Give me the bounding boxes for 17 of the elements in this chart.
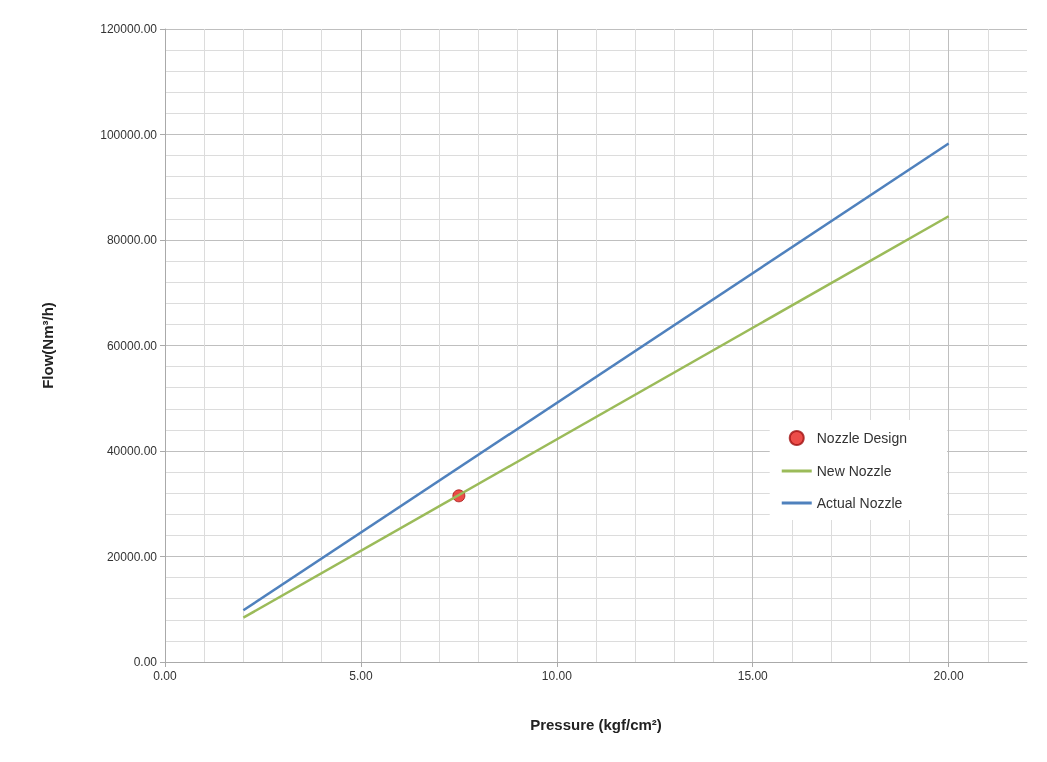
y-tick-label: 100000.00 <box>100 127 158 142</box>
y-tick-label: 20000.00 <box>106 549 158 564</box>
x-tick-label: 0.00 <box>153 669 177 683</box>
x-tick-label: 5.00 <box>349 669 373 683</box>
y-tick-label: 80000.00 <box>106 233 158 247</box>
y-axis-title: Flow(Nm³/h) <box>39 302 56 389</box>
legend-label: Actual Nozzle <box>816 495 903 511</box>
y-tick-label: 0.00 <box>133 655 158 669</box>
y-tick-label: 40000.00 <box>106 444 158 458</box>
x-tick-label: 10.00 <box>541 669 573 683</box>
y-tick-label: 60000.00 <box>106 338 158 353</box>
x-axis-title: Pressure (kgf/cm²) <box>530 716 662 733</box>
legend-label: New Nozzle <box>816 463 892 479</box>
legend-label: Nozzle Design <box>816 430 907 446</box>
x-tick-label: 20.00 <box>933 669 964 683</box>
y-tick-label: 120000.00 <box>100 22 158 36</box>
x-tick-label: 15.00 <box>737 669 769 683</box>
